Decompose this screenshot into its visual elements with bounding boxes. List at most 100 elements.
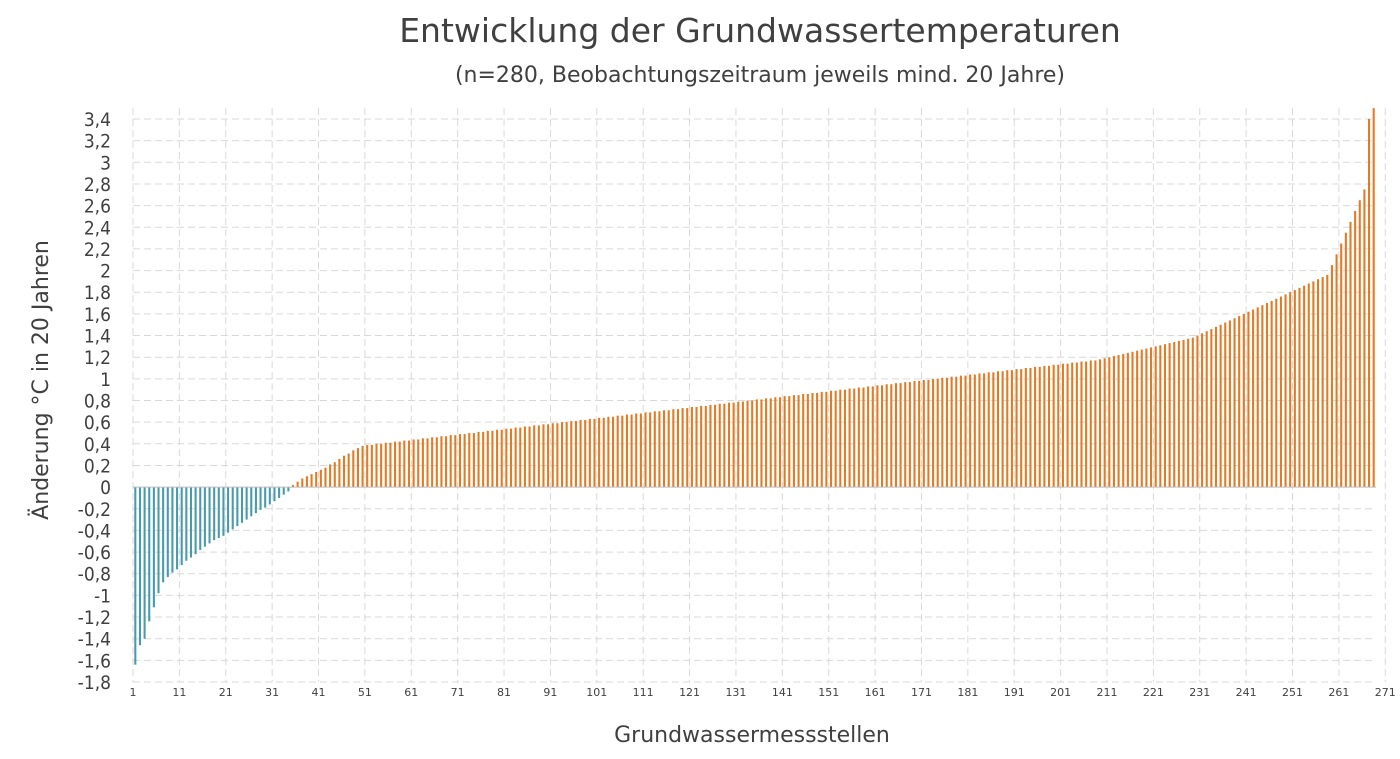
x-tick-label: 171 <box>911 686 932 699</box>
bar <box>649 412 652 488</box>
bar <box>1136 350 1139 488</box>
bar <box>380 443 383 488</box>
bar <box>1117 355 1120 488</box>
x-tick-label: 61 <box>404 686 418 699</box>
grid <box>132 108 1386 683</box>
bar <box>955 376 958 488</box>
y-tick-label: 1,2 <box>84 347 111 369</box>
bar <box>1372 108 1375 488</box>
bar <box>1265 303 1269 488</box>
bar <box>1108 357 1111 488</box>
bar <box>611 416 615 488</box>
bar <box>996 371 1000 488</box>
bar <box>1020 369 1023 488</box>
bar <box>816 392 819 488</box>
bar <box>593 418 596 488</box>
bar <box>440 436 443 488</box>
bar <box>547 424 550 488</box>
bar <box>264 487 267 508</box>
bar <box>945 377 949 488</box>
bar <box>227 487 230 533</box>
bar <box>1354 211 1357 488</box>
bar <box>723 403 726 488</box>
bar <box>342 455 346 488</box>
bar <box>509 428 513 488</box>
bar <box>602 417 605 488</box>
bar <box>913 381 916 488</box>
bar <box>1103 358 1106 488</box>
y-tick-label: 3,2 <box>84 131 111 153</box>
bar <box>1057 364 1060 488</box>
bars <box>134 108 1375 665</box>
x-tick-label: 261 <box>1328 686 1349 699</box>
bar <box>176 487 179 570</box>
bar <box>366 444 369 488</box>
bar <box>616 415 619 488</box>
bar <box>394 441 397 488</box>
y-tick-label: 1,4 <box>84 326 111 348</box>
bar <box>245 487 248 520</box>
bar <box>398 441 401 488</box>
x-tick-label: 51 <box>358 686 372 699</box>
bar <box>876 385 879 488</box>
bar <box>1224 322 1227 488</box>
bar <box>714 404 717 488</box>
bar <box>667 410 670 488</box>
bar <box>472 432 475 488</box>
bar <box>825 391 828 488</box>
bar <box>268 487 271 505</box>
bar <box>1061 363 1064 488</box>
bar <box>1168 343 1171 488</box>
bar <box>769 398 772 488</box>
bar <box>1006 370 1009 488</box>
bar <box>565 422 568 488</box>
bar <box>417 439 420 488</box>
bar <box>783 396 786 488</box>
bar <box>908 382 911 488</box>
bar <box>672 409 675 488</box>
bar <box>839 389 842 488</box>
bar <box>690 406 693 488</box>
y-tick-label: 0,6 <box>84 412 111 434</box>
bar <box>941 377 944 488</box>
x-tick-label: 221 <box>1143 686 1164 699</box>
bar <box>556 423 559 488</box>
bar <box>338 458 341 488</box>
bar <box>482 431 485 488</box>
bar <box>1340 243 1343 488</box>
bar <box>904 382 907 488</box>
bar <box>927 379 930 488</box>
bar <box>560 422 564 488</box>
x-tick-label: 151 <box>818 686 839 699</box>
bar <box>1140 349 1143 488</box>
bar <box>1066 363 1069 488</box>
bar <box>412 439 415 488</box>
bar <box>157 487 160 594</box>
bar <box>992 372 995 488</box>
bar <box>983 373 986 488</box>
x-axis-ticks: 1 11 21 31 41 51 61 71 81 91 101 111 121 131 141 151 161… <box>130 686 1396 699</box>
bar <box>950 376 953 488</box>
bar <box>1173 342 1176 488</box>
bar <box>352 450 355 488</box>
bar <box>1029 368 1032 488</box>
bar <box>630 414 633 488</box>
y-tick-label: 2,4 <box>84 217 111 239</box>
bar <box>1131 351 1134 488</box>
x-tick-label: 101 <box>586 686 607 699</box>
x-tick-label: 201 <box>1050 686 1071 699</box>
bar <box>1159 345 1162 488</box>
bar <box>273 487 276 502</box>
bar <box>1228 320 1231 488</box>
bar <box>1001 371 1004 488</box>
bar <box>644 412 647 488</box>
bar <box>199 487 202 550</box>
bar <box>431 437 434 488</box>
x-tick-label: 91 <box>543 686 557 699</box>
y-tick-label: 2 <box>100 261 111 283</box>
bar <box>857 387 860 488</box>
bar <box>1187 338 1190 488</box>
bar <box>1330 265 1333 488</box>
y-axis-label: Änderung °C in 20 Jahren <box>28 240 54 520</box>
bar <box>361 445 364 488</box>
